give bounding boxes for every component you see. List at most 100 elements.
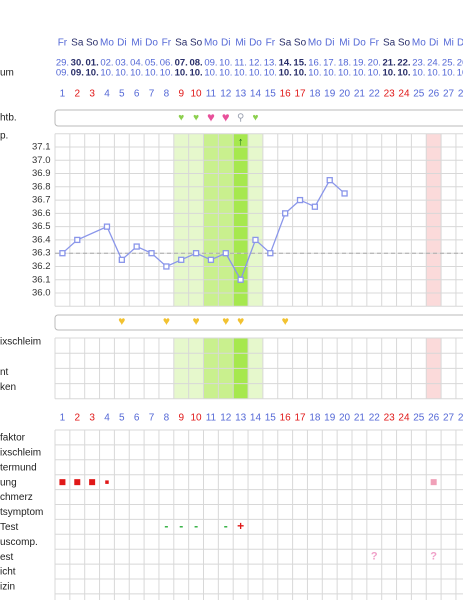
weekday: Mo [412, 38, 426, 49]
date-month: 10. [145, 68, 158, 79]
day-number: 1 [60, 413, 66, 424]
day-number: 19 [324, 413, 336, 424]
day-number: 5 [119, 89, 125, 100]
row-label: Test [0, 522, 19, 533]
temperature-point [192, 250, 200, 257]
weekday: Mi [235, 38, 246, 49]
day-number: 25 [413, 413, 425, 424]
y-tick-label: 36.4 [32, 234, 51, 245]
temperature-point [222, 250, 229, 257]
bleeding-mark [74, 479, 81, 486]
column-highlight [218, 133, 234, 307]
date-month: 10. [442, 68, 455, 79]
bleeding-mark [430, 479, 437, 486]
day-number: 9 [178, 89, 184, 100]
temperature-point [207, 256, 215, 263]
y-tick-label: 36.6 [32, 208, 51, 219]
y-tick-label: 36.9 [32, 168, 51, 179]
row-label: ung [0, 477, 17, 488]
column-highlight [173, 133, 189, 307]
day-number: 27 [443, 89, 455, 100]
column-highlight [233, 133, 249, 307]
day-number: 19 [324, 89, 336, 100]
date-month: 10. [412, 68, 425, 79]
temperature-point [282, 210, 289, 217]
date-month: 10. [427, 68, 440, 79]
day-number: 28 [458, 413, 463, 424]
mucus-heart: ♥ [193, 314, 200, 328]
day-number: 10 [191, 413, 203, 424]
y-tick-label: 36.8 [32, 181, 51, 192]
weekday: So [86, 38, 99, 49]
mucus-heart: ♥ [163, 314, 170, 328]
y-tick-label: 36.0 [32, 288, 51, 299]
day-number: 13 [235, 413, 247, 424]
date-day: 20. [368, 58, 381, 69]
date-day: 23. [412, 58, 425, 69]
row-label: um [0, 68, 14, 79]
lh-test-result: - [179, 519, 183, 533]
day-number: 24 [398, 413, 410, 424]
row-label: chmerz [0, 492, 33, 503]
date-day: 04. [130, 58, 143, 69]
date-month: 10. [383, 68, 396, 79]
date-day: 15. [293, 58, 306, 69]
weekday: Sa [175, 38, 188, 49]
weekday: So [398, 38, 411, 49]
weekday: Mo [100, 38, 114, 49]
weekday: Di [221, 38, 230, 49]
day-number: 5 [119, 413, 125, 424]
date-month: 10. [100, 68, 113, 79]
date-month: 10. [293, 68, 306, 79]
date-month: 10. [86, 68, 99, 79]
lh-test-result: - [194, 519, 198, 533]
y-tick-label: 36.7 [32, 195, 51, 206]
date-month: 10. [175, 68, 188, 79]
date-day: 29. [56, 58, 69, 69]
date-month: 10. [219, 68, 232, 79]
date-month: 10. [279, 68, 292, 79]
date-day: 19. [353, 58, 366, 69]
fertility-symbol: ♥ [222, 109, 230, 124]
date-month: 10. [323, 68, 336, 79]
date-day: 30. [71, 58, 84, 69]
date-month: 10. [130, 68, 143, 79]
day-number: 8 [164, 89, 170, 100]
column-highlight [426, 133, 442, 307]
date-day: 12. [249, 58, 262, 69]
day-number: 11 [206, 89, 217, 100]
row-label: p. [0, 131, 8, 142]
row-label: tsymptom [0, 507, 43, 518]
date-month: 10. [189, 68, 202, 79]
y-tick-label: 37.0 [32, 155, 51, 166]
day-number: 2 [74, 413, 80, 424]
day-number: 22 [369, 89, 381, 100]
temperature-point [133, 243, 140, 250]
day-number: 2 [74, 89, 80, 100]
date-day: 21. [383, 58, 396, 69]
weekday: Mi [131, 38, 142, 49]
day-number: 22 [369, 413, 381, 424]
date-day: 14. [279, 58, 292, 69]
y-tick-label: 36.3 [32, 248, 51, 259]
day-number: 16 [280, 89, 292, 100]
day-number: 10 [191, 89, 203, 100]
weekday: Sa [383, 38, 396, 49]
shift-marker: ↑ [238, 136, 244, 148]
day-number: 6 [134, 413, 140, 424]
day-number: 14 [250, 89, 262, 100]
temperature-point [252, 236, 259, 244]
row-label: izin [0, 582, 15, 593]
day-number: 18 [309, 89, 321, 100]
mucus-heart: ♥ [282, 314, 289, 328]
mucus-heart: ♥ [237, 314, 244, 328]
day-number: 11 [206, 413, 217, 424]
day-number: 15 [265, 89, 277, 100]
date-month: 10. [115, 68, 128, 79]
weekday: So [294, 38, 307, 49]
day-number: 15 [265, 413, 277, 424]
pregnancy-test-result: ? [430, 551, 437, 563]
date-day: 02. [100, 58, 113, 69]
weekday: So [190, 38, 203, 49]
day-number: 7 [149, 413, 155, 424]
